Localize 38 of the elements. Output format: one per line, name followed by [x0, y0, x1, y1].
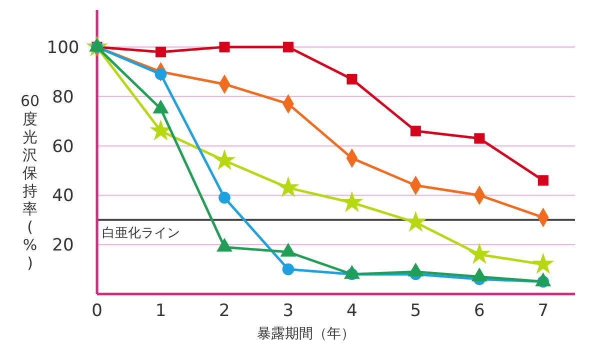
- point: [344, 265, 360, 279]
- point: [471, 268, 488, 282]
- x-tick-label: 7: [538, 301, 549, 321]
- y-tick-label: 40: [52, 186, 74, 206]
- x-tick-label: 0: [92, 301, 102, 321]
- point: [216, 238, 232, 252]
- point: [150, 119, 172, 140]
- point: [282, 42, 294, 52]
- x-tick-label: 6: [474, 301, 485, 321]
- point: [474, 133, 485, 144]
- point: [282, 263, 294, 276]
- x-tick-label: 5: [410, 301, 422, 321]
- ref-line-label: 白亜化ライン: [102, 226, 180, 241]
- point: [340, 191, 363, 212]
- y-tick-label: 100: [46, 38, 80, 58]
- point: [154, 68, 167, 80]
- point: [532, 252, 554, 274]
- point: [280, 242, 296, 257]
- point: [218, 192, 230, 204]
- point: [213, 149, 236, 170]
- point: [538, 175, 548, 186]
- y-tick-label: 80: [52, 87, 74, 108]
- y-tick-label: 20: [52, 236, 74, 256]
- point: [535, 272, 552, 286]
- x-tick-label: 2: [219, 301, 230, 321]
- point: [468, 242, 490, 264]
- text: 60度光沢保持率(%): [20, 92, 40, 272]
- point: [277, 176, 300, 198]
- x-tick-label: 4: [346, 301, 358, 321]
- x-tick-label: 3: [282, 301, 294, 321]
- x-axis-title: 暴露期間（年）: [257, 326, 355, 342]
- point: [408, 262, 424, 276]
- y-tick-label: 60: [52, 136, 74, 157]
- point: [155, 46, 166, 58]
- point: [219, 42, 230, 52]
- point: [410, 126, 421, 136]
- point: [346, 74, 358, 84]
- x-tick-label: 1: [155, 301, 166, 321]
